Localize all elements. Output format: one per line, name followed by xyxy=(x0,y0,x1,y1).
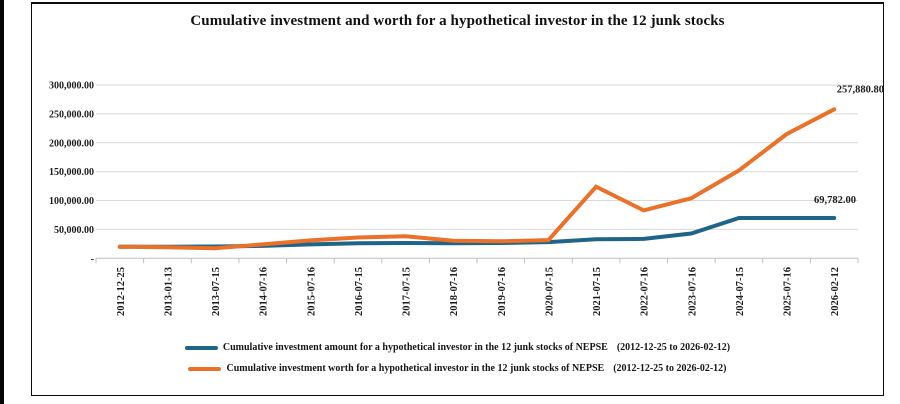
x-axis-label: 2025-07-16 xyxy=(783,267,794,316)
x-axis-label: 2023-07-16 xyxy=(687,267,698,316)
x-axis-label: 2013-01-13 xyxy=(163,267,174,316)
y-axis-label: 100,000.00 xyxy=(49,196,94,207)
x-axis-label: 2013-07-15 xyxy=(211,267,222,316)
chart-title: Cumulative investment and worth for a hy… xyxy=(190,13,725,29)
legend-label-investment-amount: Cumulative investment amount for a hypot… xyxy=(222,342,608,353)
legend-label-investment-worth: Cumulative investment worth for a hypoth… xyxy=(226,363,605,374)
x-axis-label: 2015-07-16 xyxy=(306,267,317,316)
x-axis-label: 2017-07-15 xyxy=(402,267,413,316)
legend-item-investment-amount[interactable]: Cumulative investment amount for a hypot… xyxy=(184,342,731,353)
data-label-investment-worth: 257,880.80 xyxy=(837,84,884,95)
y-axis-label: 300,000.00 xyxy=(49,81,94,92)
y-axis-label: 50,000.00 xyxy=(54,225,94,236)
series-line-investment-worth xyxy=(117,107,837,251)
legend: Cumulative investment amount for a hypot… xyxy=(31,342,884,374)
x-axis-label: 2021-07-15 xyxy=(592,267,603,316)
x-axis-label: 2022-07-16 xyxy=(640,267,651,316)
legend-period-investment-worth: (2012-12-25 to 2026-02-12) xyxy=(613,363,727,374)
legend-line-marker-investment-amount xyxy=(184,345,218,350)
legend-period-investment-amount: (2012-12-25 to 2026-02-12) xyxy=(616,342,731,353)
chart-frame xyxy=(31,2,884,396)
y-axis-label: 200,000.00 xyxy=(49,138,94,149)
y-axis-label: - xyxy=(91,254,94,265)
y-axis-label: 250,000.00 xyxy=(49,109,94,120)
x-axis-label: 2019-07-16 xyxy=(497,267,508,316)
legend-line-marker-investment-worth xyxy=(188,366,222,371)
x-axis-label: 2024-07-15 xyxy=(735,267,746,316)
x-axis-label: 2018-07-16 xyxy=(449,267,460,316)
x-axis-label: 2012-12-25 xyxy=(116,267,127,316)
x-axis-label: 2016-07-15 xyxy=(354,267,365,316)
legend-item-investment-worth[interactable]: Cumulative investment worth for a hypoth… xyxy=(188,363,727,374)
data-label-investment-amount: 69,782.00 xyxy=(814,195,856,206)
window-left-edge-bar xyxy=(0,0,4,404)
x-axis-label: 2014-07-16 xyxy=(259,267,270,316)
y-axis-label: 150,000.00 xyxy=(49,167,94,178)
x-axis-label: 2026-02-12 xyxy=(830,267,841,316)
x-axis-label: 2020-07-15 xyxy=(544,267,555,316)
